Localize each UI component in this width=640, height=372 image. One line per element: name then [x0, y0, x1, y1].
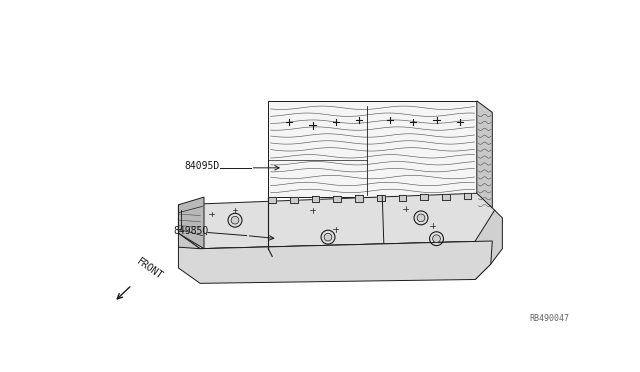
Polygon shape: [268, 197, 276, 203]
Text: 84985Q: 84985Q: [173, 226, 208, 236]
Polygon shape: [290, 197, 298, 203]
Text: RB490047: RB490047: [530, 314, 570, 323]
Polygon shape: [179, 193, 495, 249]
Text: 84095D: 84095D: [184, 161, 220, 171]
Polygon shape: [420, 194, 428, 200]
Polygon shape: [179, 241, 492, 283]
Polygon shape: [355, 195, 363, 202]
Polygon shape: [377, 195, 385, 201]
Circle shape: [417, 214, 425, 222]
Text: FRONT: FRONT: [134, 257, 164, 282]
Polygon shape: [477, 101, 492, 209]
Polygon shape: [179, 197, 204, 249]
Circle shape: [433, 235, 440, 243]
Polygon shape: [179, 233, 492, 264]
Polygon shape: [268, 101, 477, 197]
Polygon shape: [442, 194, 450, 200]
Polygon shape: [333, 196, 341, 202]
Polygon shape: [476, 210, 502, 279]
Polygon shape: [463, 193, 472, 199]
Circle shape: [324, 233, 332, 241]
Polygon shape: [399, 195, 406, 201]
Polygon shape: [312, 196, 319, 202]
Circle shape: [231, 217, 239, 224]
